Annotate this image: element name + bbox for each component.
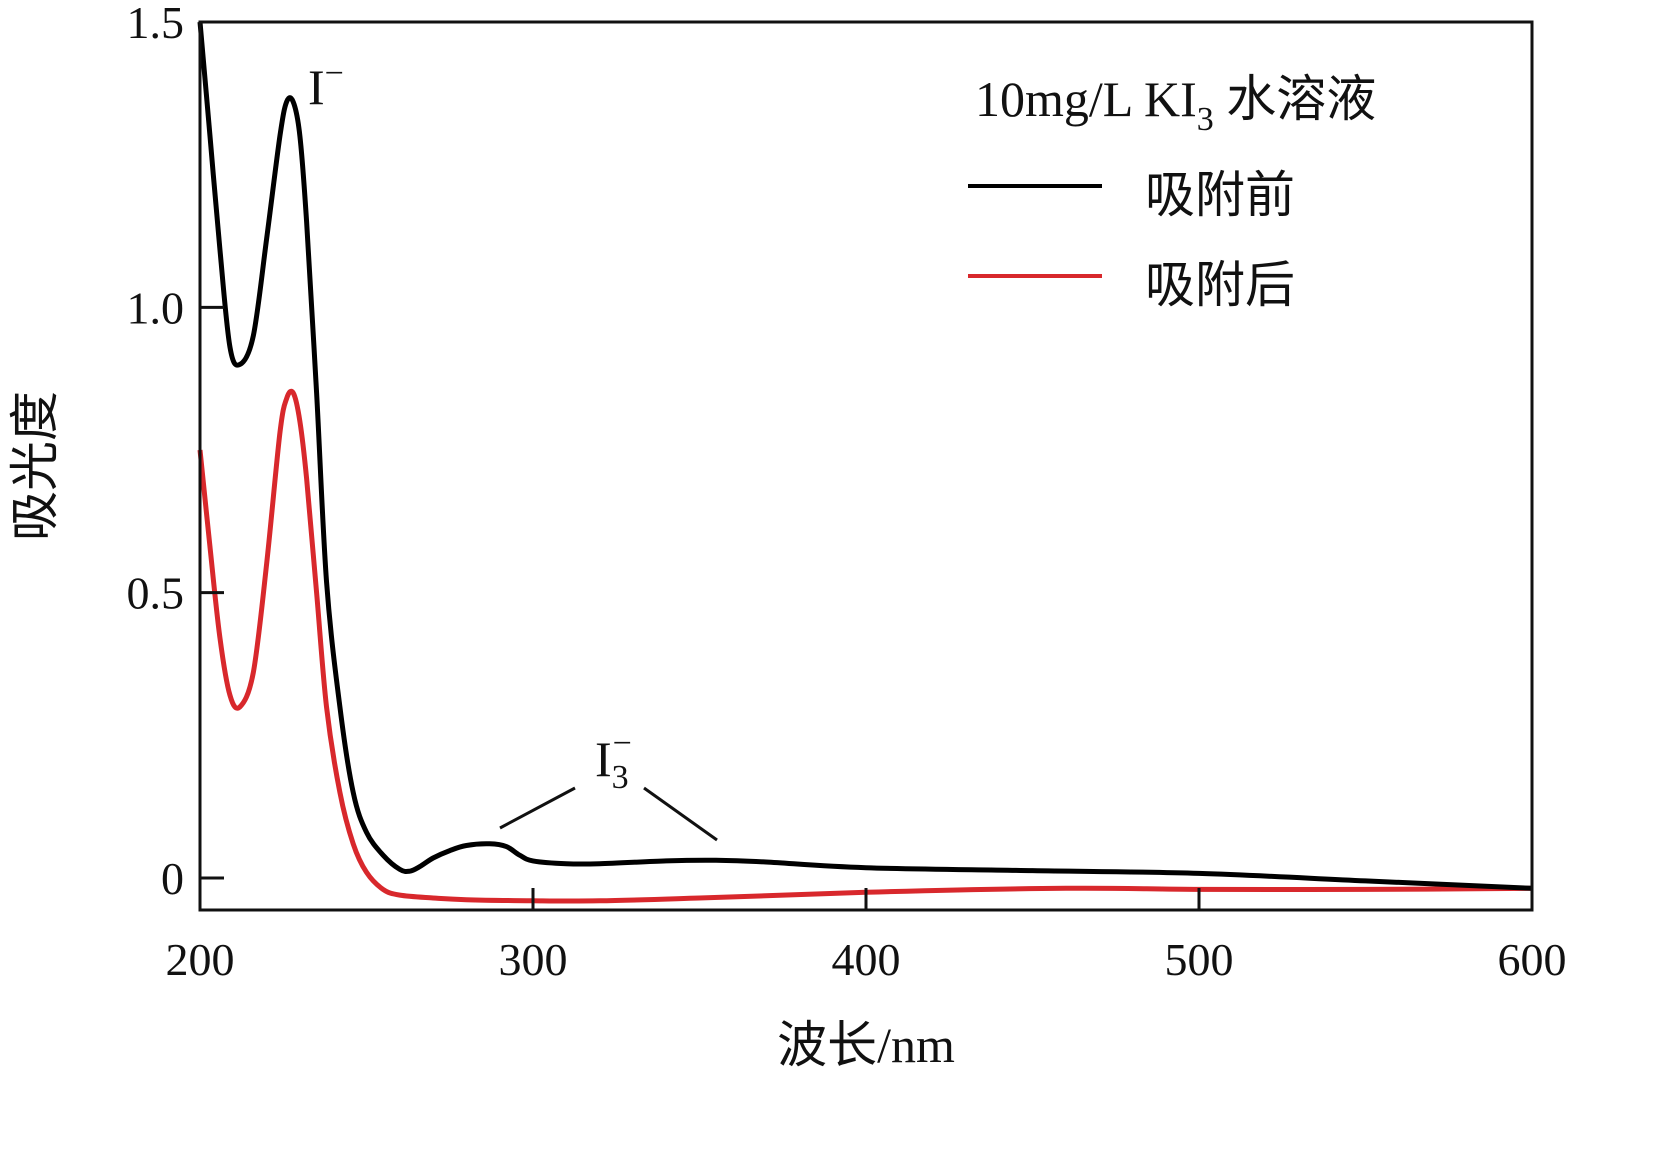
- y-tick-label: 1.0: [127, 282, 185, 333]
- series-layer: [197, 21, 1533, 904]
- x-axis-title: 波长/nm: [777, 1017, 955, 1073]
- series-line-after: [197, 388, 1533, 904]
- annotation-i3-leader-right: [643, 786, 718, 842]
- legend-title-prefix: 10mg/L KI: [975, 71, 1197, 127]
- legend-title-subscript: 3: [1197, 101, 1214, 138]
- legend-label-before: 吸附前: [1145, 167, 1295, 223]
- series-line-before: [197, 21, 1533, 891]
- y-axis-title: 吸光度: [7, 391, 63, 541]
- plot-frame: [198, 20, 1534, 912]
- annotation-i3-leader-left: [499, 786, 576, 830]
- annotation-i3-minus: I3−: [595, 725, 632, 796]
- x-tick-label: 500: [1165, 934, 1234, 985]
- legend-title: 10mg/L KI3 水溶液: [975, 71, 1376, 138]
- tick-layer: 200 300 400 500 600 0 0.5 1.0 1.5: [127, 0, 1567, 985]
- x-tick-label: 400: [832, 934, 901, 985]
- legend-label-after: 吸附后: [1145, 257, 1295, 313]
- legend: 10mg/L KI3 水溶液 吸附前 吸附后: [968, 71, 1376, 313]
- x-tick-label: 300: [499, 934, 568, 985]
- x-tick-label: 200: [166, 934, 235, 985]
- y-tick-label: 0: [161, 853, 184, 904]
- y-tick-label: 1.5: [127, 0, 185, 48]
- x-tick-label: 600: [1498, 934, 1567, 985]
- annotation-i-minus: I−: [308, 55, 344, 115]
- legend-title-suffix: 水溶液: [1214, 71, 1377, 127]
- y-tick-label: 0.5: [127, 568, 185, 619]
